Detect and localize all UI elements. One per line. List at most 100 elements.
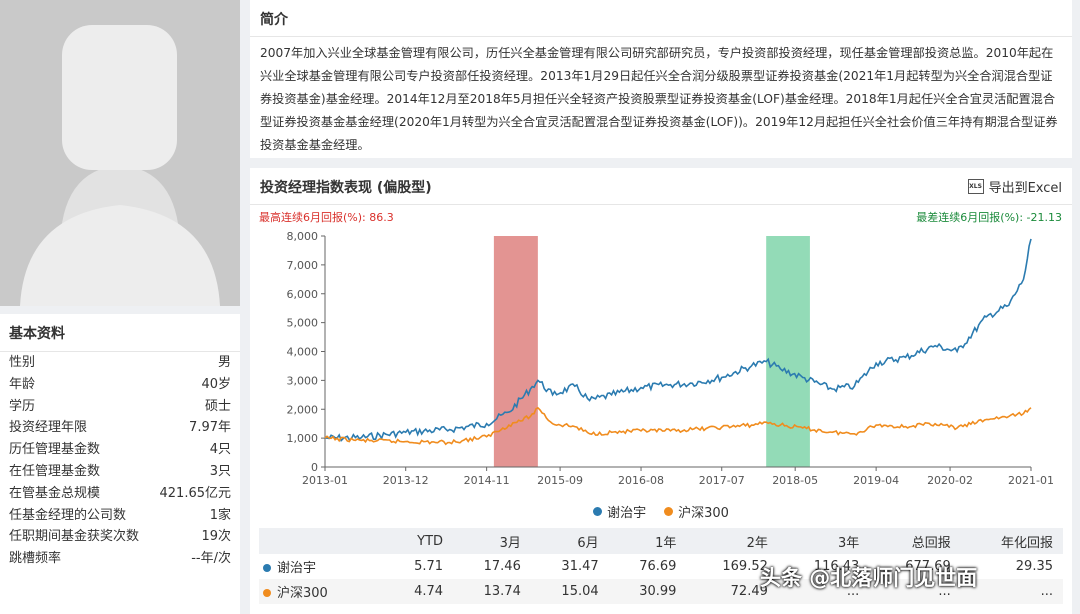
chart-legend: 谢治宇 沪深300 [250, 502, 1072, 521]
basic-info-value: --年/次 [191, 551, 231, 567]
basic-info-title: 基本资料 [0, 314, 240, 352]
table-row-name: 沪深300 [259, 579, 389, 604]
basic-info-row: 学历 硕士 [0, 396, 240, 418]
table-header-cell: 3年 [777, 528, 870, 554]
index-line-chart: 0 1,000 2,000 3,000 4,000 5,000 6,000 7,000 8,00… [287, 230, 1054, 487]
table-header-cell: 3月 [453, 528, 531, 554]
table-cell: 17.46 [483, 559, 521, 574]
table-row-name: 谢治宇 [259, 554, 389, 579]
basic-info-key: 投资经理年限 [9, 420, 88, 436]
basic-info-value: 40岁 [201, 376, 231, 392]
basic-info-key: 年龄 [9, 376, 36, 392]
export-excel-button[interactable]: XLS 导出到Excel [967, 177, 1062, 196]
x-tick-label: 2021-01 [1008, 474, 1054, 487]
basic-info-key: 任职期间基金获奖次数 [9, 529, 140, 545]
basic-info-row: 跳槽频率 --年/次 [0, 548, 240, 570]
table-header-cell: 2年 [686, 528, 778, 554]
x-tick-label: 2018-05 [772, 474, 818, 487]
legend-dot-hs300 [664, 507, 674, 516]
basic-info-value: 7.97年 [189, 420, 231, 436]
x-tick-label: 2013-01 [302, 474, 348, 487]
basic-info-key: 任基金经理的公司数 [9, 507, 127, 523]
series-dot-icon [263, 589, 271, 597]
basic-info-value: 4只 [209, 442, 231, 458]
series-dot-icon [263, 564, 271, 572]
series-name: 谢治宇 [277, 561, 317, 576]
performance-chart-panel: 投资经理指数表现 (偏股型) XLS 导出到Excel 最高连续6月回报(%):… [250, 168, 1072, 614]
x-tick-label: 2013-12 [383, 474, 429, 487]
legend-dot-manager [593, 507, 603, 516]
table-cell: 31.47 [561, 559, 599, 574]
basic-info-key: 在任管理基金数 [9, 463, 101, 479]
table-cell: 72.49 [686, 579, 778, 604]
series-name: 沪深300 [277, 586, 328, 601]
basic-info-row: 在管基金总规模 421.65亿元 [0, 483, 240, 505]
excel-icon: XLS [967, 179, 984, 194]
avatar-placeholder-icon [0, 0, 240, 306]
best-period-band [493, 236, 538, 467]
basic-info-key: 历任管理基金数 [9, 442, 101, 458]
basic-info-value: 1家 [209, 507, 231, 523]
y-tick-label: 8,000 [287, 230, 319, 243]
table-header-cell [259, 528, 389, 554]
table-cell: ... [777, 579, 870, 604]
intro-text: 2007年加入兴业全球基金管理有限公司，历任兴全基金管理有限公司研究部研究员，专… [260, 46, 1058, 152]
basic-info-row: 投资经理年限 7.97年 [0, 417, 240, 439]
basic-info-key: 在管基金总规模 [9, 485, 101, 501]
intro-panel: 简介 2007年加入兴业全球基金管理有限公司，历任兴全基金管理有限公司研究部研究… [250, 0, 1072, 158]
legend-item-hs300[interactable]: 沪深300 [664, 502, 729, 521]
table-header-cell: 年化回报 [960, 528, 1063, 554]
table-cell: 677.69 [905, 559, 951, 574]
legend-label-hs300: 沪深300 [678, 506, 729, 521]
table-cell: 29.35 [1015, 559, 1053, 574]
basic-info-row: 历任管理基金数 4只 [0, 439, 240, 461]
table-cell: ... [869, 579, 961, 604]
y-tick-label: 3,000 [287, 374, 319, 387]
basic-info-value: 19次 [201, 529, 231, 545]
y-tick-label: 0 [311, 461, 318, 474]
basic-info-panel: 基本资料 性别 男年龄 40岁学历 硕士投资经理年限 7.97年历任管理基金数 4只在任管… [0, 314, 240, 614]
legend-item-manager[interactable]: 谢治宇 [593, 502, 646, 521]
basic-info-key: 学历 [9, 398, 36, 414]
table-cell: 76.69 [639, 559, 677, 574]
series-line-manager [324, 238, 1032, 442]
table-cell: 5.71 [414, 559, 444, 574]
y-tick-label: 1,000 [287, 432, 319, 445]
table-cell: 4.74 [388, 579, 454, 604]
basic-info-value: 3只 [209, 463, 231, 479]
x-tick-label: 2016-08 [618, 474, 664, 487]
basic-info-row: 年龄 40岁 [0, 374, 240, 396]
table-row: 谢治宇 5.71 17.46 31.47 76.69 169.52 116.43 677.69… [259, 554, 1063, 579]
basic-info-row: 性别 男 [0, 352, 240, 374]
basic-info-row: 任基金经理的公司数 1家 [0, 505, 240, 527]
x-tick-label: 2015-09 [537, 474, 583, 487]
performance-table: YTD 3月 6月 1年 2年 3年 总回报 年化回报 谢治宇 5.71 17.46 31.47 76… [259, 528, 1063, 604]
y-tick-label: 5,000 [287, 317, 319, 330]
x-tick-label: 2017-07 [699, 474, 745, 487]
basic-info-value: 男 [217, 355, 231, 370]
basic-info-row: 任职期间基金获奖次数 19次 [0, 526, 240, 548]
table-header-cell: 1年 [608, 528, 687, 554]
intro-title: 简介 [250, 0, 1072, 37]
table-header-cell: 总回报 [869, 528, 961, 554]
basic-info-value: 硕士 [204, 398, 231, 414]
basic-info-row: 在任管理基金数 3只 [0, 461, 240, 483]
x-tick-label: 2020-02 [927, 474, 973, 487]
basic-info-key: 性别 [9, 355, 36, 370]
worst-period-band [766, 236, 810, 467]
x-tick-label: 2014-11 [464, 474, 510, 487]
y-tick-label: 6,000 [287, 288, 319, 301]
basic-info-key: 跳槽频率 [9, 551, 62, 567]
basic-info-list: 性别 男年龄 40岁学历 硕士投资经理年限 7.97年历任管理基金数 4只在任管理基金数 3… [0, 352, 240, 570]
worst-6m-return: 最差连续6月回报(%): -21.13 [916, 211, 1062, 224]
y-tick-label: 4,000 [287, 346, 319, 359]
basic-info-value: 421.65亿元 [159, 485, 232, 501]
y-tick-label: 2,000 [287, 403, 319, 416]
export-excel-label: 导出到Excel [988, 181, 1062, 196]
table-cell: ... [960, 579, 1063, 604]
table-header-cell: YTD [388, 528, 454, 554]
series-line-hs300 [324, 406, 1032, 446]
chart-panel-title: 投资经理指数表现 (偏股型) [250, 168, 1072, 205]
table-cell: 169.52 [722, 559, 768, 574]
table-cell: 15.04 [530, 579, 609, 604]
